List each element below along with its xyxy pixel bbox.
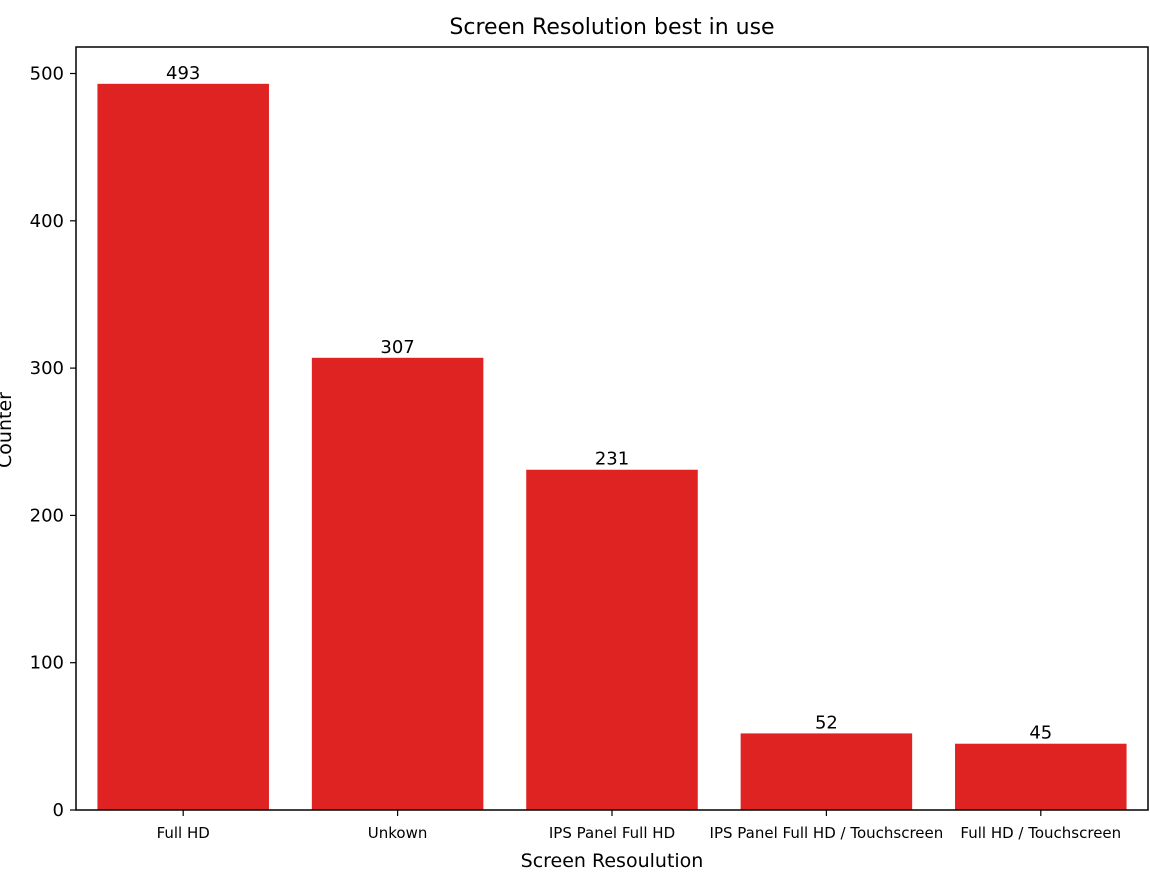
plot-frame — [75, 46, 1149, 811]
chart-title: Screen Resolution best in use — [449, 15, 774, 40]
y-tick-label-1: 100 — [30, 653, 64, 674]
x-axis-label: Screen Resoulution — [521, 850, 704, 872]
x-tick-label-2: IPS Panel Full HD — [549, 824, 675, 842]
data-label-3: 52 — [815, 712, 838, 733]
x-tick-label-0: Full HD — [157, 824, 210, 842]
bars — [97, 83, 1127, 810]
y-axis: 0 100 200 300 400 500 — [30, 64, 76, 821]
y-tick-label-2: 200 — [30, 505, 64, 526]
bar-0 — [97, 83, 269, 810]
y-axis-label: Counter — [0, 392, 16, 468]
bar-3 — [740, 733, 913, 810]
data-label-4: 45 — [1029, 723, 1052, 744]
bar-1 — [311, 357, 484, 810]
x-tick-label-3: IPS Panel Full HD / Touchscreen — [710, 824, 944, 842]
bar-4 — [955, 743, 1127, 810]
y-tick-label-4: 400 — [30, 211, 64, 232]
data-label-1: 307 — [380, 337, 414, 358]
data-label-2: 231 — [595, 449, 629, 470]
y-tick-label-0: 0 — [53, 800, 64, 821]
x-tick-label-1: Unkown — [368, 824, 428, 842]
x-tick-label-4: Full HD / Touchscreen — [960, 824, 1121, 842]
y-tick-label-3: 300 — [30, 358, 64, 379]
bar-2 — [526, 469, 698, 810]
data-labels: 493 307 231 52 45 — [166, 63, 1052, 744]
data-label-0: 493 — [166, 63, 200, 84]
y-tick-label-5: 500 — [30, 64, 64, 85]
x-axis: Full HD Unkown IPS Panel Full HD IPS Panel … — [157, 810, 1121, 842]
